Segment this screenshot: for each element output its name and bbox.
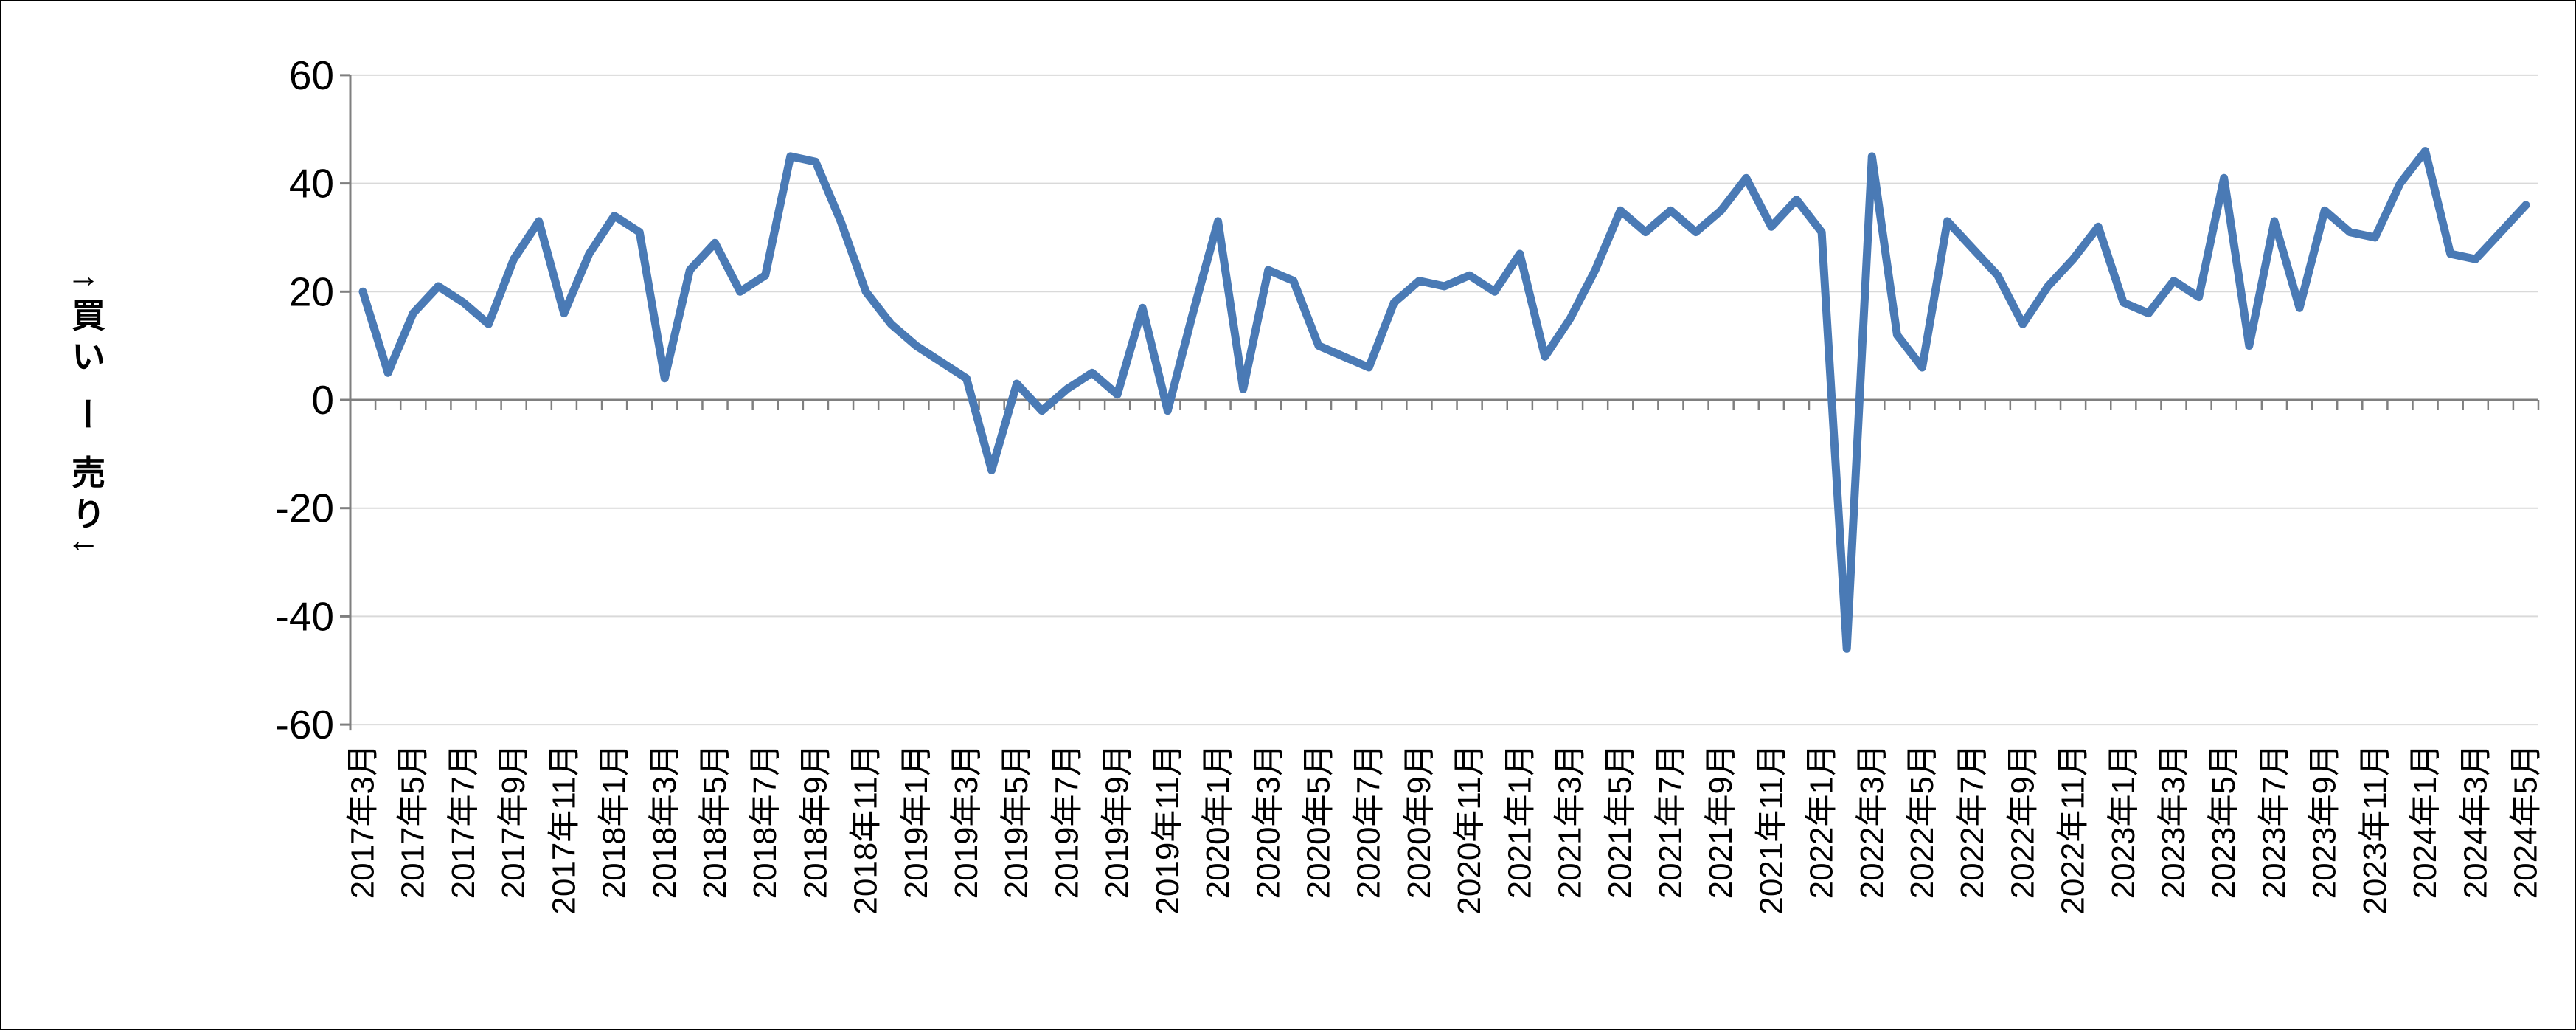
x-axis-tick-label: 2022年1月 [1804,744,1840,899]
x-axis-tick-label: 2023年1月 [2105,744,2142,899]
x-axis-tick-label: 2021年11月 [1753,744,1789,915]
y-axis-tick-label: -20 [276,485,335,531]
y-axis-tick-label: 20 [289,269,334,314]
x-axis-tick-label: 2020年5月 [1300,744,1336,899]
x-axis-tick-label: 2017年9月 [496,744,532,899]
x-axis-tick-label: 2021年1月 [1501,744,1538,899]
x-axis-tick-label: 2019年11月 [1150,744,1186,915]
y-axis-tick-label: -60 [276,702,335,747]
x-axis-tick-label: 2020年9月 [1401,744,1437,899]
x-axis-tick-label: 2021年3月 [1552,744,1589,899]
x-axis-tick-label: 2020年3月 [1250,744,1286,899]
y-axis-tick-label: 40 [289,161,334,207]
x-axis-tick-label: 2022年5月 [1904,744,1940,899]
y-axis-title: ↑買い ー 売り↓ [67,273,105,562]
x-axis-tick-label: 2017年5月 [395,744,431,899]
x-axis-tick-label: 2018年3月 [647,744,683,899]
x-axis-tick-label: 2018年5月 [697,744,733,899]
x-axis-tick-label: 2023年11月 [2357,744,2393,915]
x-axis-tick-label: 2018年7月 [747,744,783,899]
y-axis-tick-label: 60 [289,52,334,98]
x-axis-tick-label: 2022年9月 [2004,744,2041,899]
x-axis-tick-label: 2017年11月 [546,744,582,915]
x-axis-tick-label: 2022年11月 [2055,744,2091,915]
x-axis-tick-label: 2018年11月 [848,744,884,915]
x-axis-tick-label: 2019年3月 [948,744,985,899]
x-axis-tick-label: 2020年11月 [1451,744,1487,915]
x-axis-tick-label: 2023年3月 [2156,744,2192,899]
x-axis-tick-label: 2021年7月 [1653,744,1689,899]
x-axis-tick-label: 2024年1月 [2407,744,2443,899]
x-axis-tick-label: 2023年5月 [2206,744,2242,899]
x-axis-tick-label: 2019年5月 [999,744,1035,899]
x-axis-tick-label: 2022年3月 [1854,744,1890,899]
x-axis-tick-label: 2019年1月 [898,744,934,899]
x-axis-tick-label: 2021年9月 [1703,744,1739,899]
x-axis-tick-label: 2020年7月 [1351,744,1387,899]
y-axis-tick-label: -40 [276,593,335,639]
x-axis-tick-label: 2019年7月 [1049,744,1085,899]
x-axis-tick-label: 2024年5月 [2508,744,2544,899]
x-axis-tick-label: 2022年7月 [1954,744,1990,899]
x-axis-tick-label: 2018年9月 [797,744,833,899]
series-line [358,147,2530,653]
y-axis-tick-label: 0 [311,377,334,423]
x-axis-tick-label: 2020年1月 [1200,744,1236,899]
x-axis-tick-label: 2018年1月 [597,744,633,899]
x-axis-tick-label: 2021年5月 [1603,744,1639,899]
x-axis-tick-label: 2023年7月 [2256,744,2292,899]
x-axis-tick-label: 2024年3月 [2457,744,2493,899]
x-axis-tick-label: 2023年9月 [2307,744,2343,899]
x-axis-tick-label: 2017年7月 [445,744,482,899]
x-axis-tick-label: 2019年9月 [1100,744,1136,899]
x-axis-tick-label: 2017年3月 [345,744,381,899]
